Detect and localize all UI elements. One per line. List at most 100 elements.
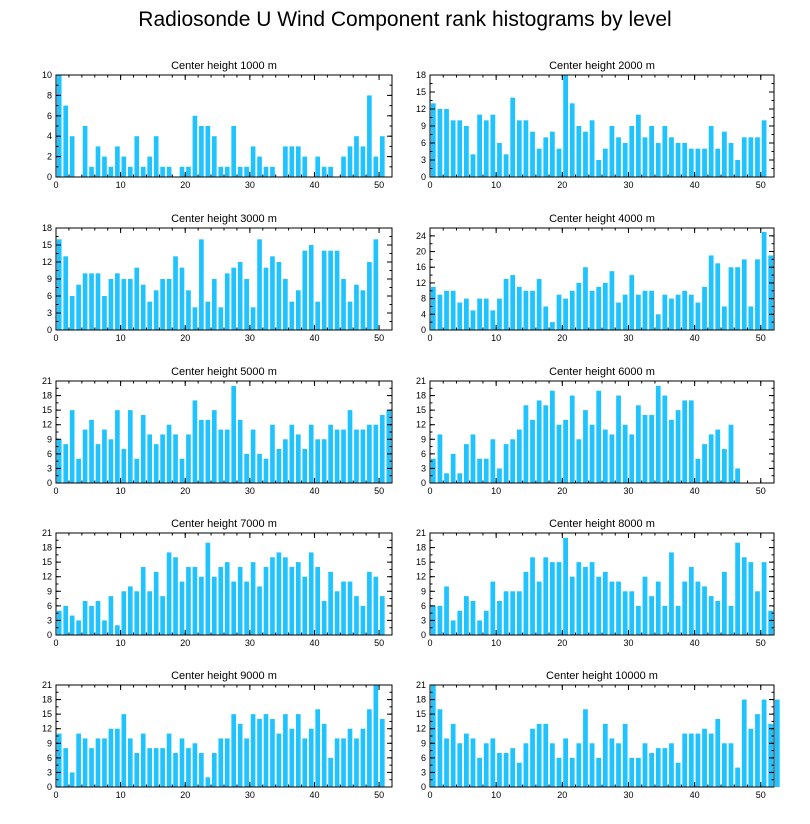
y-tick-label: 9 (47, 586, 52, 596)
histogram-bar (470, 310, 476, 330)
histogram-bar (160, 279, 165, 330)
histogram-bar (95, 146, 101, 177)
y-tick-label: 0 (421, 325, 426, 335)
histogram-bar (179, 267, 185, 330)
histogram-bar (510, 439, 516, 483)
y-tick-label: 12 (42, 572, 52, 582)
histogram-bar (662, 395, 668, 483)
histogram-bar (89, 748, 94, 787)
x-tick-label: 0 (53, 790, 58, 800)
histogram-bar (263, 714, 269, 787)
histogram-bar (115, 410, 120, 483)
histogram-bar (636, 605, 641, 635)
y-tick-label: 3 (47, 767, 52, 777)
histogram-bar (302, 449, 308, 483)
x-tick-label: 0 (427, 333, 432, 343)
x-tick-label: 0 (53, 333, 58, 343)
histogram-bar (328, 424, 333, 483)
histogram-bar (470, 738, 476, 787)
y-tick-label: 18 (416, 70, 426, 80)
x-tick-label: 40 (690, 180, 700, 190)
histogram-bar (173, 256, 178, 330)
histogram-bar (622, 723, 628, 787)
histogram-bar (609, 581, 615, 635)
histogram-bar (127, 586, 133, 635)
histogram-bar (108, 596, 114, 635)
x-tick-label: 20 (180, 333, 190, 343)
histogram-bar (569, 103, 575, 177)
histogram-bar (237, 723, 243, 787)
histogram-bar (328, 757, 333, 787)
histogram-bar (302, 576, 308, 635)
histogram-bar (576, 743, 582, 787)
histogram-bar (543, 723, 549, 787)
y-tick-label: 10 (42, 70, 52, 80)
histogram-bar (63, 748, 69, 787)
histogram-bar (263, 166, 269, 177)
histogram-bar (741, 137, 747, 177)
histogram-bar (341, 156, 346, 177)
histogram-bar (490, 581, 496, 635)
histogram-bar (192, 400, 198, 483)
histogram-bar (63, 444, 69, 483)
histogram-bar (622, 591, 628, 635)
histogram-bar (270, 256, 275, 330)
histogram-bar (231, 581, 237, 635)
histogram-bar (761, 120, 767, 177)
histogram-bar (543, 405, 549, 483)
x-tick-label: 50 (374, 333, 384, 343)
histogram-bar (430, 458, 436, 483)
panel-5: Center height 5000 m 0 10 20 30 40 50 0 3 6 9 12 15 1… (42, 366, 393, 496)
x-tick-label: 40 (690, 638, 700, 648)
histogram-bar (211, 136, 217, 177)
y-tick-label: 9 (47, 738, 52, 748)
histogram-bar (63, 605, 69, 635)
histogram-bar (510, 591, 516, 635)
histogram-bar (583, 410, 588, 483)
histogram-bar (308, 424, 314, 483)
histogram-bar (655, 581, 661, 635)
histogram-bar (536, 148, 542, 177)
histogram-bar (629, 591, 635, 635)
y-tick-label: 15 (42, 557, 52, 567)
y-tick-label: 0 (421, 630, 426, 640)
histogram-bar (367, 571, 372, 635)
histogram-bar (669, 552, 674, 635)
y-tick-label: 6 (47, 753, 52, 763)
histogram-bar (140, 567, 146, 635)
histogram-bar (708, 255, 714, 330)
y-tick-label: 18 (42, 391, 52, 401)
histogram-bar (134, 267, 140, 330)
histogram-bar (642, 743, 648, 787)
histogram-bar (589, 120, 595, 177)
histogram-bar (231, 267, 237, 330)
histogram-bar (556, 562, 562, 635)
histogram-bar (735, 767, 740, 787)
y-tick-label: 0 (421, 172, 426, 182)
histogram-bar (715, 148, 721, 177)
y-tick-label: 6 (47, 449, 52, 459)
histogram-bar (702, 286, 707, 330)
histogram-bar (530, 557, 535, 635)
histogram-bar (147, 748, 153, 787)
histogram-bar (89, 419, 94, 483)
x-tick-label: 0 (53, 638, 58, 648)
histogram-bar (569, 576, 575, 635)
histogram-bar (334, 429, 340, 483)
histogram-bar (470, 434, 476, 483)
histogram-bar (308, 728, 314, 787)
histogram-bar (121, 279, 127, 330)
panel-8: Center height 8000 m 0 10 20 30 40 50 0 3 6 9 12 15 1… (416, 518, 775, 648)
histogram-bar (179, 581, 185, 635)
y-tick-label: 0 (47, 478, 52, 488)
histogram-bar (102, 738, 107, 787)
y-tick-label: 12 (42, 420, 52, 430)
panel-title: Center height 8000 m (549, 518, 655, 530)
histogram-bar (218, 429, 224, 483)
histogram-bar (735, 542, 740, 635)
histogram-bar (755, 259, 760, 330)
histogram-bar (636, 294, 641, 330)
histogram-bar (56, 439, 62, 483)
histogram-bar (115, 146, 120, 177)
